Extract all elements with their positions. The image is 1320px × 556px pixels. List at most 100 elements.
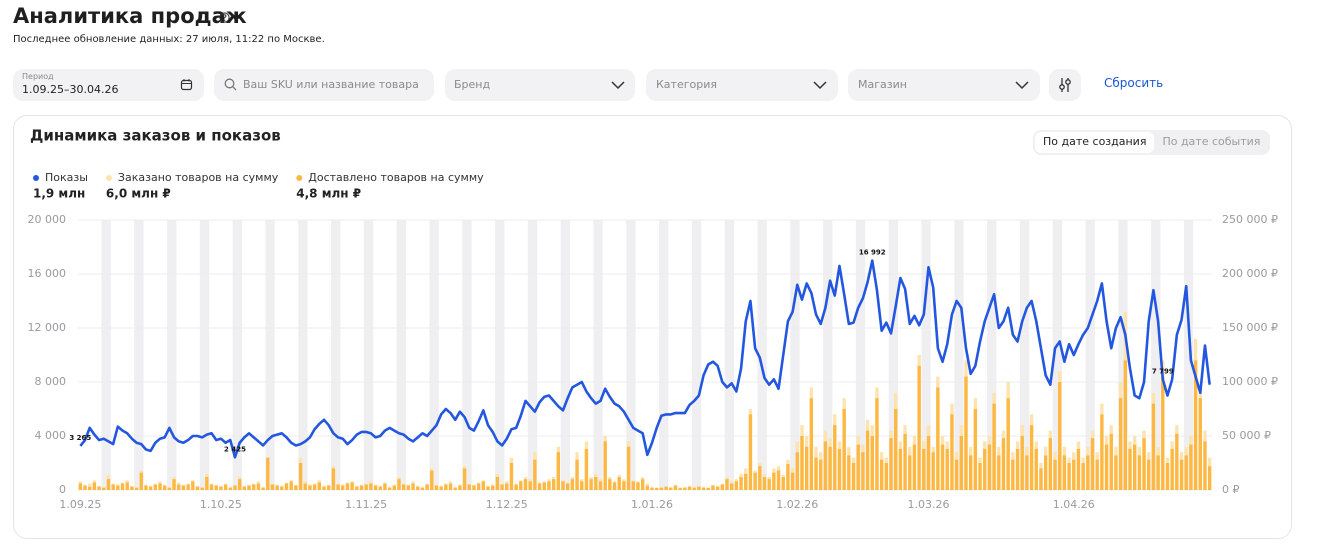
weekend-stripe — [659, 220, 669, 490]
x-tick-label: 1.10.25 — [200, 498, 242, 511]
bar — [636, 482, 640, 490]
bar — [533, 459, 537, 490]
bar — [772, 472, 776, 490]
bar — [922, 448, 926, 490]
bar — [551, 479, 556, 490]
bar — [1132, 444, 1137, 490]
bar — [1067, 463, 1071, 490]
legend-total: 6,0 млн ₽ — [106, 187, 171, 201]
bar — [1058, 382, 1062, 490]
bar — [1203, 441, 1207, 490]
bar — [978, 463, 982, 490]
reset-button[interactable]: Сбросить — [1104, 76, 1164, 90]
bar — [786, 464, 790, 490]
chevron — [813, 81, 827, 90]
bar — [809, 398, 814, 490]
bar — [678, 487, 682, 490]
bar — [687, 486, 692, 490]
bar — [1193, 360, 1198, 490]
bar — [790, 472, 795, 490]
weekend-stripe — [331, 220, 341, 490]
brand-dropdown[interactable]: Бренд — [445, 69, 635, 101]
bar — [706, 487, 710, 490]
bar — [720, 484, 725, 490]
weekend-stripe — [429, 220, 439, 490]
bar — [481, 481, 486, 490]
data-label: 3 265 — [69, 434, 91, 442]
bar — [252, 484, 256, 490]
bar — [861, 452, 865, 490]
bar — [505, 483, 509, 490]
bar — [378, 486, 382, 490]
bar — [289, 481, 293, 490]
category-dropdown[interactable]: Категория — [646, 69, 838, 101]
search-box[interactable]: Ваш SKU или название товара — [214, 69, 434, 101]
y-tick-label: 20 000 — [28, 213, 67, 226]
bar — [476, 483, 481, 490]
bar — [1011, 459, 1015, 490]
bar — [1104, 444, 1109, 490]
bar — [242, 486, 247, 490]
bar — [865, 430, 870, 490]
bar — [270, 484, 275, 490]
weekend-stripe — [101, 220, 111, 490]
bar — [945, 448, 949, 490]
weekend-stripe — [134, 220, 144, 490]
store-dropdown[interactable]: Магазин — [848, 69, 1040, 101]
weekend-stripe — [265, 220, 275, 490]
page-subtitle: Последнее обновление данных: 27 июля, 11… — [13, 34, 325, 45]
bar — [565, 483, 570, 490]
bar — [144, 485, 148, 490]
data-label: 16 992 — [859, 249, 886, 257]
chevron — [1015, 81, 1029, 90]
settings-button[interactable] — [1049, 69, 1081, 101]
bar — [420, 487, 425, 490]
weekend-stripe — [495, 220, 505, 490]
bar — [247, 485, 251, 490]
bar — [228, 487, 232, 490]
tab[interactable]: По дате создания — [1035, 132, 1155, 153]
weekend-stripe — [1183, 220, 1194, 490]
dropdown-label: Бренд — [454, 78, 491, 91]
weekend-stripe — [921, 220, 931, 490]
bar — [1128, 448, 1132, 490]
weekend-stripe — [823, 220, 833, 490]
data-label: 7 799 — [1152, 367, 1174, 375]
bar — [1086, 455, 1090, 490]
weekend-stripe — [987, 220, 997, 490]
bar — [266, 457, 270, 490]
period-label: Период — [22, 72, 54, 81]
bar — [111, 484, 115, 490]
date-mode-tabs: По дате создания По дате события — [1033, 130, 1271, 155]
bar — [1118, 398, 1123, 490]
bar — [556, 452, 560, 490]
bar — [1025, 455, 1029, 490]
help-icon[interactable] — [219, 12, 230, 23]
weekend-stripe — [855, 220, 866, 490]
bar — [730, 483, 734, 490]
bar — [837, 448, 842, 490]
bar — [894, 409, 898, 490]
bar — [917, 365, 921, 490]
line — [79, 259, 1211, 459]
bar — [1072, 459, 1076, 490]
bar — [692, 487, 696, 490]
bar — [645, 485, 650, 490]
bar — [261, 487, 265, 490]
weekend-stripe — [757, 220, 767, 490]
bar — [416, 486, 420, 490]
bar — [214, 485, 218, 490]
bar — [1095, 459, 1099, 490]
bar — [120, 483, 125, 490]
period-picker[interactable]: Период 1.09.25–30.04.26 — [13, 69, 204, 101]
bar — [537, 483, 542, 490]
bar — [781, 477, 785, 490]
tab[interactable]: По дате события — [1162, 135, 1261, 148]
bar — [294, 485, 298, 490]
bar — [1179, 459, 1184, 490]
bar — [683, 487, 687, 490]
bar — [195, 486, 200, 490]
bar — [992, 403, 996, 490]
weekend-stripe — [298, 220, 308, 490]
